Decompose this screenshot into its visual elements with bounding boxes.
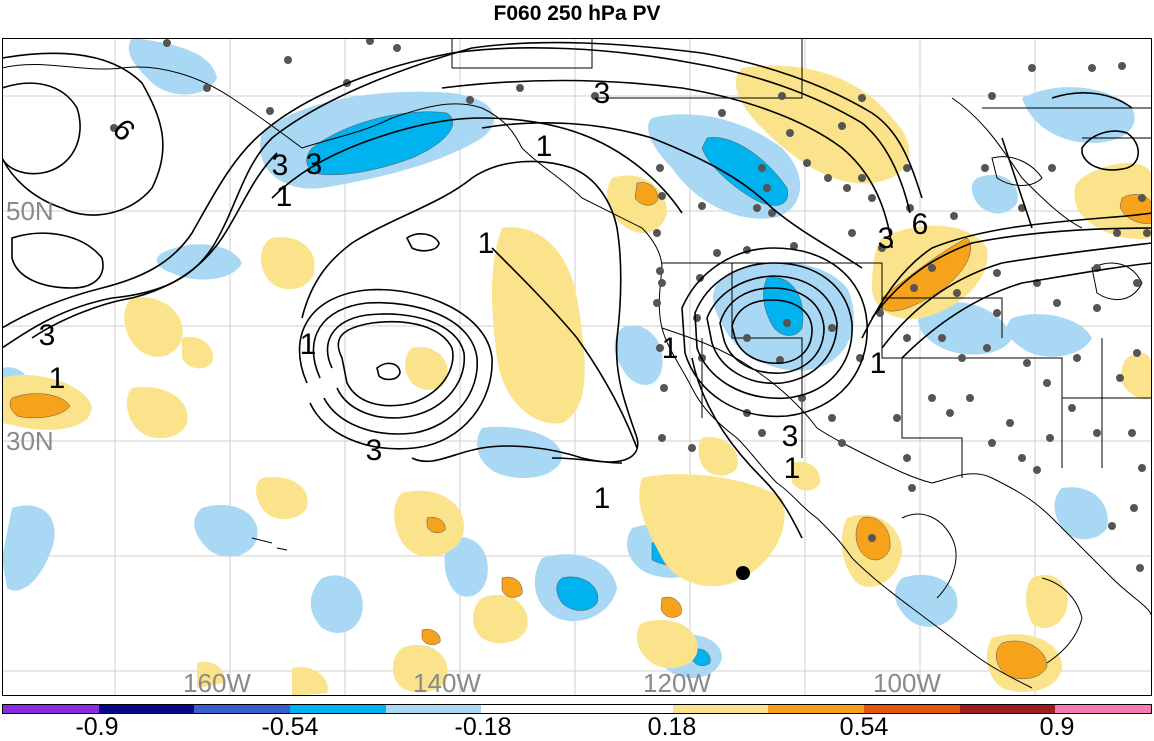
colorbar-segment [959, 705, 1056, 713]
lon-label-140w: 140W [413, 668, 481, 696]
contour-label: 1 [870, 347, 887, 380]
colorbar-tick-label: 0.18 [647, 713, 697, 741]
colorbar-segment [3, 705, 99, 713]
graticule-labels: 50N 30N 160W 140W 120W 100W [6, 196, 941, 696]
colorbar-segment [290, 705, 386, 713]
plot-title: F060 250 hPa PV [493, 2, 661, 25]
contour-labels: 6 3 3 1 1 1 1 3 1 3 3 1 1 1 3 6 3 1 [39, 77, 929, 515]
contour-label: 1 [536, 130, 553, 163]
lon-label-160w: 160W [183, 668, 251, 696]
colorbar-segment [864, 705, 960, 713]
contour-label: 1 [300, 328, 317, 361]
colorbar-tick-label: -0.18 [454, 713, 512, 741]
colorbar-segment [194, 705, 291, 713]
contour-label: 1 [478, 227, 495, 260]
colorbar-segment [577, 705, 673, 713]
colorbar-segment [98, 705, 195, 713]
observation-stations [110, 38, 1151, 580]
coastlines-and-borders [2, 38, 1152, 689]
contour-label: 1 [276, 180, 293, 213]
colorbar-segment [385, 705, 482, 713]
colorbar-tick-label: -0.9 [75, 713, 119, 741]
lat-label-50n: 50N [6, 196, 54, 226]
map-frame [2, 38, 1152, 696]
lon-label-120w: 120W [643, 668, 711, 696]
contour-label: 3 [306, 148, 323, 181]
contour-label: 3 [39, 319, 56, 352]
contour-label: 3 [782, 420, 799, 453]
colorbar-segment [768, 705, 865, 713]
positive-anomaly-shading [2, 65, 1152, 696]
contour-label: 1 [594, 482, 611, 515]
colorbar-segment [672, 705, 769, 713]
pv-contours [2, 41, 1152, 539]
contour-label: 1 [49, 362, 66, 395]
colorbar-tick-label: 0.54 [839, 713, 889, 741]
map-canvas: 6 3 3 1 1 1 1 3 1 3 3 1 1 1 3 6 3 1 50N … [2, 38, 1152, 696]
contour-label: 3 [594, 77, 611, 110]
colorbar-segment [1055, 705, 1152, 713]
contour-label: 3 [272, 149, 289, 182]
colorbar-tick-label: 0.9 [1039, 713, 1075, 741]
contour-label: 3 [878, 222, 895, 255]
pv-map: 6 3 3 1 1 1 1 3 1 3 3 1 1 1 3 6 3 1 50N … [2, 38, 1152, 696]
colorbar [2, 704, 1152, 714]
lat-label-30n: 30N [6, 426, 54, 456]
contour-label: 6 [912, 208, 929, 241]
contour-label: 3 [366, 434, 383, 467]
contour-label: 1 [784, 452, 801, 485]
contour-label: 1 [662, 332, 679, 365]
lon-label-100w: 100W [873, 668, 941, 696]
colorbar-tick-label: -0.54 [261, 713, 319, 741]
colorbar-segment [481, 705, 578, 713]
